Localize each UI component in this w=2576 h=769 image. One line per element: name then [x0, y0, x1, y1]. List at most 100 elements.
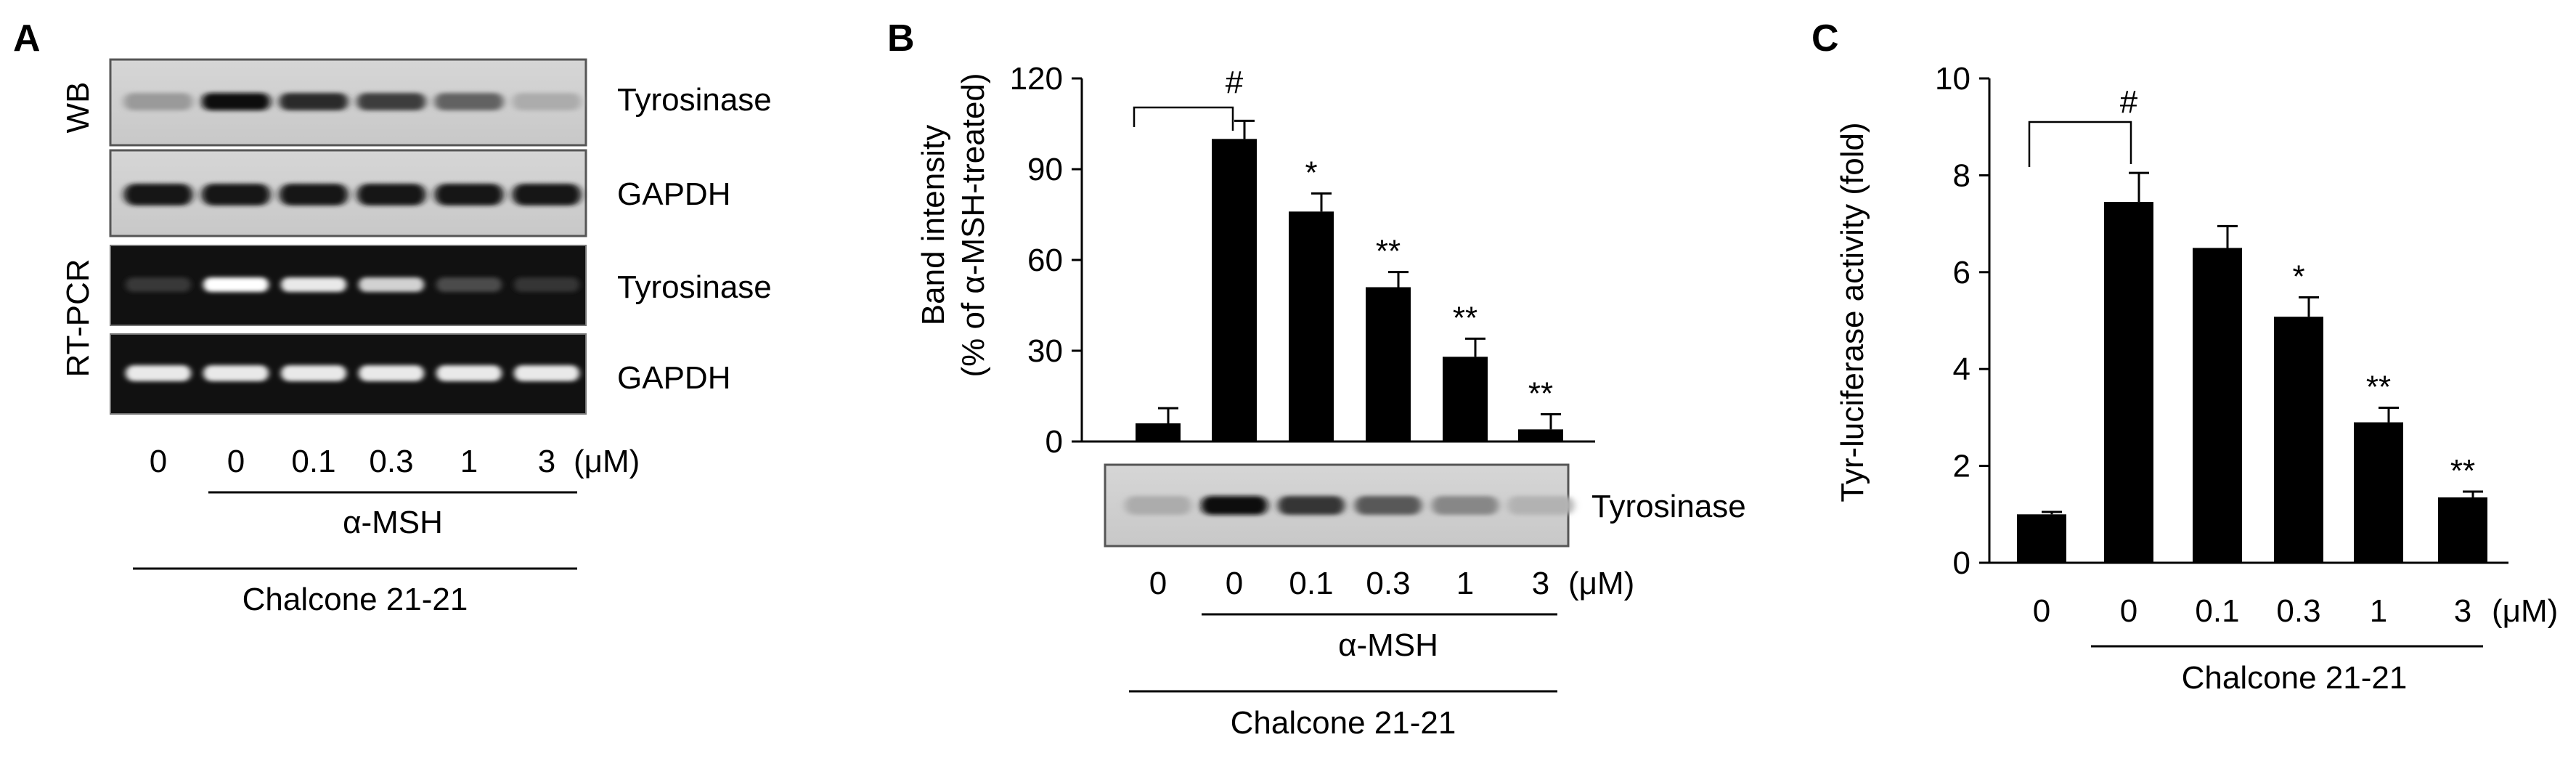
bar: [1366, 287, 1411, 442]
pcr-band: [281, 365, 346, 381]
dose-label: 3: [1532, 566, 1549, 601]
significance-asterisk: **: [1528, 376, 1553, 412]
panel-b-chart: Band intensity (% of α-MSH-treated) 0 30 6…: [916, 61, 1595, 460]
panel-a: A WB RT-PCR Tyrosinase GAPDH Tyrosinase …: [13, 17, 772, 617]
western-blot-band: [1432, 496, 1499, 515]
panel-c-dose-labels: 0 0 0.1 0.3 1 3 (μM): [2033, 593, 2559, 629]
bar: [1136, 423, 1181, 442]
blot-wb-tyrosinase: [109, 58, 587, 147]
pcr-band: [203, 365, 269, 381]
panel-c-chart: Tyr-luciferase activity (fold) 0 2 4 6 8 10 #…: [1835, 61, 2508, 581]
pcr-band: [436, 365, 502, 381]
dose-label: 0.1: [2195, 593, 2239, 629]
western-blot-band: [201, 184, 271, 206]
hash-comparison-bracket: [2028, 121, 2132, 167]
panel-a-dose-labels: 0 0 0.1 0.3 1 3 (μM): [150, 444, 640, 479]
alpha-msh-label: α-MSH: [1338, 627, 1438, 663]
western-blot-band: [1125, 496, 1191, 515]
bar: [1443, 357, 1488, 442]
western-blot-band: [434, 184, 504, 206]
y-tick-label: 60: [1027, 243, 1063, 278]
western-blot-band: [123, 93, 193, 110]
western-blot-band: [279, 93, 349, 110]
blot-panel-b-tyrosinase: [1104, 463, 1574, 548]
blot-label-wb-gapdh: GAPDH: [617, 176, 730, 212]
dose-label: 0.3: [369, 444, 413, 479]
dose-label: 0.1: [291, 444, 335, 479]
western-blot-band: [1507, 496, 1574, 515]
western-blot-band: [123, 184, 193, 206]
dose-unit: (μM): [574, 444, 640, 479]
y-tick-label: 4: [1953, 351, 1970, 387]
y-axis-title-line2: (% of α-MSH-treated): [955, 73, 991, 377]
hash-comparison-bracket: [1133, 106, 1234, 131]
pcr-band: [281, 277, 346, 292]
significance-asterisk: **: [2450, 453, 2475, 489]
panel-a-letter: A: [13, 17, 41, 60]
y-tick-label: 120: [1010, 61, 1063, 97]
pcr-band: [126, 277, 191, 292]
western-blot-band: [356, 184, 426, 206]
pcr-band: [359, 365, 424, 381]
dose-label: 3: [2454, 593, 2471, 629]
dose-label: 0.3: [2276, 593, 2320, 629]
significance-asterisk: **: [1376, 234, 1401, 269]
blot-label-panel-b: Tyrosinase: [1591, 489, 1746, 524]
significance-asterisk: **: [2366, 370, 2391, 405]
pcr-band: [359, 277, 424, 292]
y-tick-label: 6: [1953, 255, 1970, 290]
chalcone-label: Chalcone 21-21: [1231, 705, 1456, 741]
dose-label: 0: [150, 444, 167, 479]
pcr-band: [203, 277, 269, 292]
significance-hash: #: [1226, 65, 1244, 100]
dose-label: 0: [1226, 566, 1243, 601]
western-blot-band: [512, 93, 582, 110]
y-tick-label: 0: [1953, 545, 1970, 581]
bar: [2354, 422, 2403, 563]
y-tick-label: 90: [1027, 152, 1063, 187]
bar: [2017, 514, 2066, 563]
dose-label: 1: [2370, 593, 2387, 629]
y-tick-label: 2: [1953, 449, 1970, 484]
bar: [1289, 211, 1334, 442]
panel-b: B Band intensity (% of α-MSH-treated) 0 3…: [887, 17, 1746, 741]
western-blot-band: [434, 93, 504, 110]
y-tick-label: 0: [1046, 424, 1063, 460]
western-blot-band: [356, 93, 426, 110]
dose-label: 0: [2033, 593, 2050, 629]
alpha-msh-label: α-MSH: [343, 505, 443, 540]
chalcone-label: Chalcone 21-21: [242, 582, 468, 617]
bar: [2104, 202, 2153, 563]
bar: [2438, 497, 2487, 563]
wb-side-label: WB: [60, 82, 96, 134]
panel-c-letter: C: [1811, 17, 1839, 60]
gel-pcr-tyrosinase: [110, 245, 587, 326]
significance-asterisk: *: [2292, 259, 2304, 294]
pcr-band: [514, 277, 579, 292]
dose-label: 1: [460, 444, 478, 479]
pcr-band: [514, 365, 579, 381]
gel-label-pcr-gapdh: GAPDH: [617, 360, 730, 396]
significance-asterisk: **: [1453, 300, 1477, 335]
western-blot-band: [279, 184, 349, 206]
bar: [2193, 248, 2242, 563]
dose-label: 0: [2120, 593, 2137, 629]
dose-label: 0: [227, 444, 245, 479]
gel-pcr-gapdh: [110, 333, 587, 415]
blot-wb-gapdh: [109, 149, 587, 237]
y-tick-label: 30: [1027, 333, 1063, 369]
panel-b-dose-labels: 0 0 0.1 0.3 1 3 (μM): [1149, 566, 1635, 601]
pcr-band: [436, 277, 502, 292]
western-blot-band: [201, 93, 271, 110]
dose-unit: (μM): [2492, 593, 2558, 629]
dose-label: 0.3: [1366, 566, 1410, 601]
panel-c: C Tyr-luciferase activity (fold) 0246810…: [1811, 17, 2558, 696]
western-blot-band: [1278, 496, 1345, 515]
pcr-band: [126, 365, 191, 381]
dose-label: 0: [1149, 566, 1167, 601]
blot-label-wb-tyrosinase: Tyrosinase: [617, 82, 772, 118]
bar: [1212, 139, 1257, 442]
bar: [1518, 429, 1563, 442]
chalcone-label: Chalcone 21-21: [2182, 660, 2408, 696]
